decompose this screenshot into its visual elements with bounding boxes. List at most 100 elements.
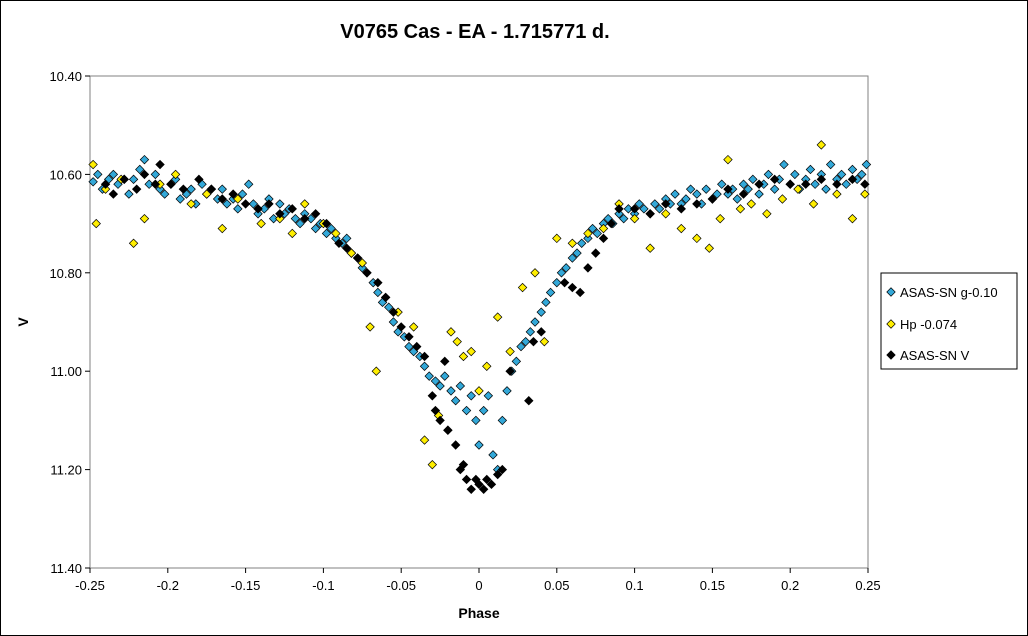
data-point <box>559 277 570 288</box>
data-point <box>723 184 733 194</box>
y-tick-label: 10.40 <box>49 69 82 84</box>
data-point <box>762 209 772 219</box>
data-point <box>256 218 266 229</box>
data-point <box>233 194 243 204</box>
data-point <box>419 435 430 445</box>
x-tick-label: -0.2 <box>157 578 179 593</box>
data-point <box>424 371 434 381</box>
data-point <box>170 174 181 185</box>
data-point <box>458 459 469 470</box>
data-point <box>821 184 831 194</box>
data-point <box>676 204 686 214</box>
data-point <box>300 213 310 224</box>
data-point <box>577 238 587 248</box>
data-point <box>517 282 528 293</box>
data-point <box>300 199 310 209</box>
data-point <box>139 169 150 180</box>
data-point <box>545 287 556 298</box>
data-point <box>598 223 609 234</box>
x-tick-label: 0 <box>475 578 482 593</box>
data-point <box>357 263 367 273</box>
data-point <box>497 415 508 426</box>
data-point <box>175 194 185 204</box>
data-point <box>587 223 598 234</box>
data-point <box>836 169 847 180</box>
data-point <box>155 184 165 194</box>
data-point <box>801 179 811 189</box>
data-point <box>541 297 551 308</box>
data-point <box>144 179 154 189</box>
y-tick-label: 11.20 <box>50 463 82 478</box>
data-point <box>539 336 550 347</box>
data-point <box>194 174 204 185</box>
data-point <box>178 184 189 194</box>
data-point <box>452 336 462 347</box>
data-point <box>342 233 352 244</box>
y-tick-label: 11.00 <box>50 364 82 379</box>
data-point <box>478 405 489 416</box>
data-point <box>505 366 515 376</box>
data-point <box>202 189 212 199</box>
data-point <box>446 327 456 337</box>
data-point <box>598 233 609 244</box>
data-point <box>483 391 494 401</box>
x-tick-label: -0.05 <box>386 578 416 593</box>
data-point <box>592 228 602 239</box>
data-point <box>681 194 691 204</box>
x-axis-title: Phase <box>458 605 499 621</box>
data-point <box>685 184 696 194</box>
data-point <box>466 484 476 494</box>
data-point <box>738 179 749 189</box>
data-point <box>388 317 399 327</box>
data-point <box>763 169 774 180</box>
data-point <box>186 199 196 209</box>
data-point <box>650 199 660 209</box>
data-point <box>357 258 367 268</box>
data-point <box>287 204 297 214</box>
data-point <box>306 213 316 224</box>
data-point <box>567 253 578 263</box>
data-point <box>634 199 644 209</box>
data-point <box>373 287 383 298</box>
data-point <box>639 204 649 214</box>
y-tick-label: 11.40 <box>50 561 82 576</box>
data-point <box>805 164 816 175</box>
data-point <box>486 479 497 490</box>
data-point <box>715 213 725 224</box>
data-point <box>502 386 512 396</box>
data-point <box>380 292 391 303</box>
data-point <box>717 179 727 189</box>
data-point <box>404 341 414 352</box>
data-point <box>427 459 438 470</box>
data-point <box>124 189 134 199</box>
data-point <box>488 450 498 460</box>
data-point <box>847 213 858 224</box>
legend-label: ASAS-SN V <box>900 348 970 363</box>
data-point <box>321 228 332 239</box>
y-axis-title: V <box>15 317 31 327</box>
data-point <box>119 174 129 185</box>
data-point <box>275 199 285 209</box>
chart-title: V0765 Cas - EA - 1.715771 d. <box>340 21 609 43</box>
data-point <box>619 213 629 224</box>
data-point <box>847 164 858 175</box>
data-point <box>233 204 243 214</box>
data-point <box>362 268 372 278</box>
x-tick-label: 0.25 <box>855 578 880 593</box>
data-point <box>530 268 540 278</box>
data-point <box>860 189 870 199</box>
data-point <box>692 199 702 209</box>
data-point <box>808 199 819 209</box>
data-point <box>735 204 746 214</box>
data-point <box>186 184 196 194</box>
data-point <box>732 194 742 204</box>
data-point <box>492 469 503 480</box>
data-point <box>331 228 341 239</box>
data-point <box>670 189 680 199</box>
legend-marker <box>886 287 896 297</box>
data-point <box>567 238 578 248</box>
data-point <box>264 199 274 209</box>
data-point <box>240 199 251 209</box>
data-point <box>847 174 858 185</box>
